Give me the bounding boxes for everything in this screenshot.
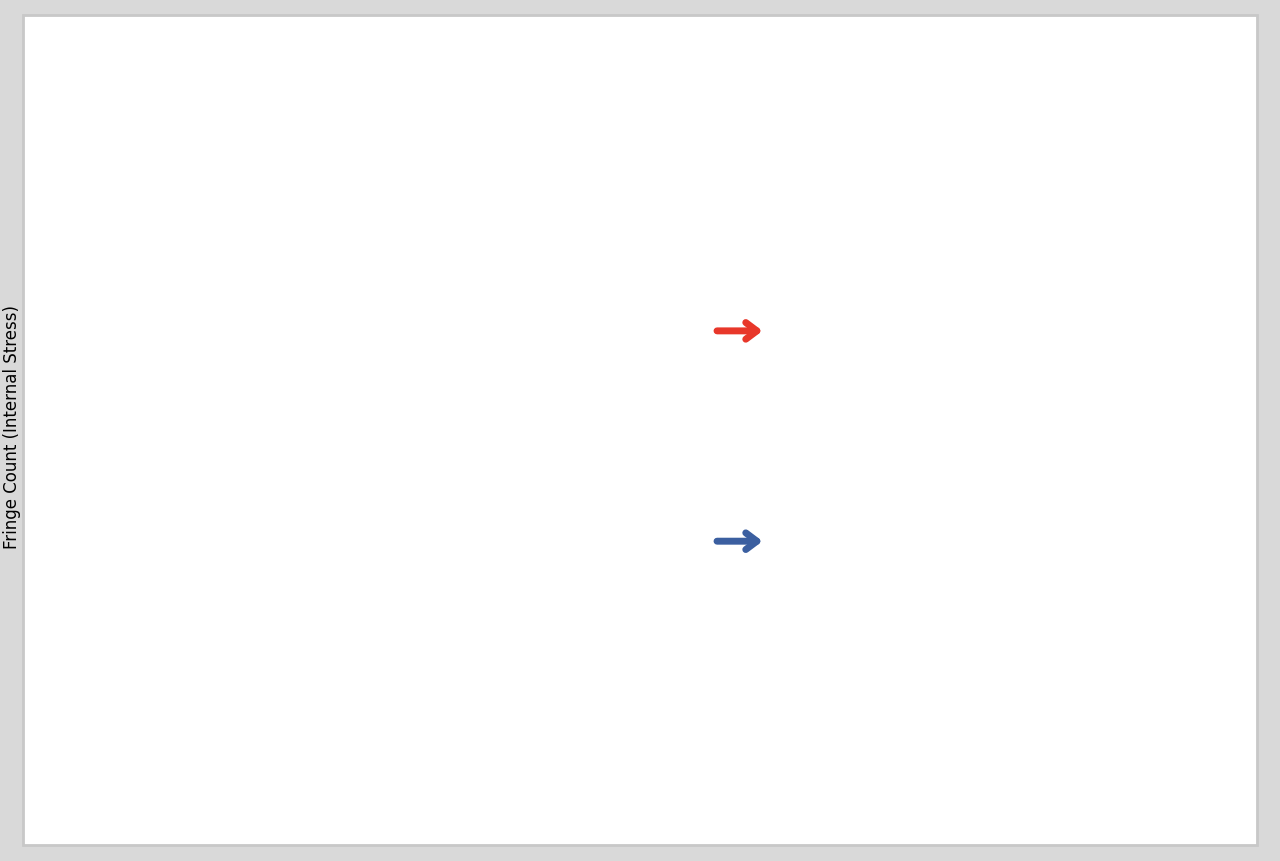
Bar — [1114, 438, 1144, 754]
Bar — [842, 438, 872, 754]
Bar — [1144, 438, 1174, 754]
Circle shape — [1096, 45, 1117, 80]
Bar — [872, 438, 902, 754]
Y-axis label: Fringe Count (Internal Stress): Fringe Count (Internal Stress) — [4, 304, 22, 548]
Bar — [863, 170, 954, 327]
Bar — [1174, 90, 1204, 406]
Bar — [993, 438, 1023, 754]
Bar — [1084, 438, 1114, 754]
Bar — [872, 90, 902, 406]
Bar — [1114, 90, 1144, 406]
Bar — [781, 438, 812, 754]
Ellipse shape — [800, 478, 927, 715]
Bar — [902, 438, 932, 754]
Bar — [1174, 438, 1204, 754]
Bar — [1053, 438, 1084, 754]
Bar — [781, 90, 1235, 406]
Bar — [932, 90, 963, 406]
Ellipse shape — [918, 502, 1053, 691]
Bar — [1084, 90, 1114, 406]
Bar — [781, 90, 1235, 406]
Bar — [963, 438, 993, 754]
Bar — [863, 517, 954, 675]
Bar — [1023, 90, 1053, 406]
Bar — [812, 438, 842, 754]
Bar — [932, 438, 963, 754]
Bar — [993, 90, 1023, 406]
Text: Conventional Hot Runner: Conventional Hot Runner — [881, 426, 1135, 444]
Bar — [1204, 438, 1235, 754]
X-axis label: Sample: Sample — [360, 779, 421, 797]
Title: Birefringence Comparison: Birefringence Comparison — [237, 73, 544, 94]
Bar — [963, 90, 993, 406]
Legend: Standard, HRIS: Standard, HRIS — [183, 796, 406, 828]
Bar — [1023, 438, 1053, 754]
Bar — [1144, 90, 1174, 406]
Bar — [781, 438, 1235, 754]
Bar — [902, 90, 932, 406]
Bar — [1053, 90, 1084, 406]
Circle shape — [1213, 45, 1235, 80]
Circle shape — [1155, 45, 1176, 80]
Text: UltraShot™ Injection
System: UltraShot™ Injection System — [904, 775, 1112, 816]
Bar — [781, 90, 812, 406]
Ellipse shape — [800, 130, 927, 367]
Bar — [781, 438, 1235, 754]
Bar — [1204, 90, 1235, 406]
Bar — [812, 90, 842, 406]
Ellipse shape — [918, 154, 1053, 343]
Bar — [842, 90, 872, 406]
